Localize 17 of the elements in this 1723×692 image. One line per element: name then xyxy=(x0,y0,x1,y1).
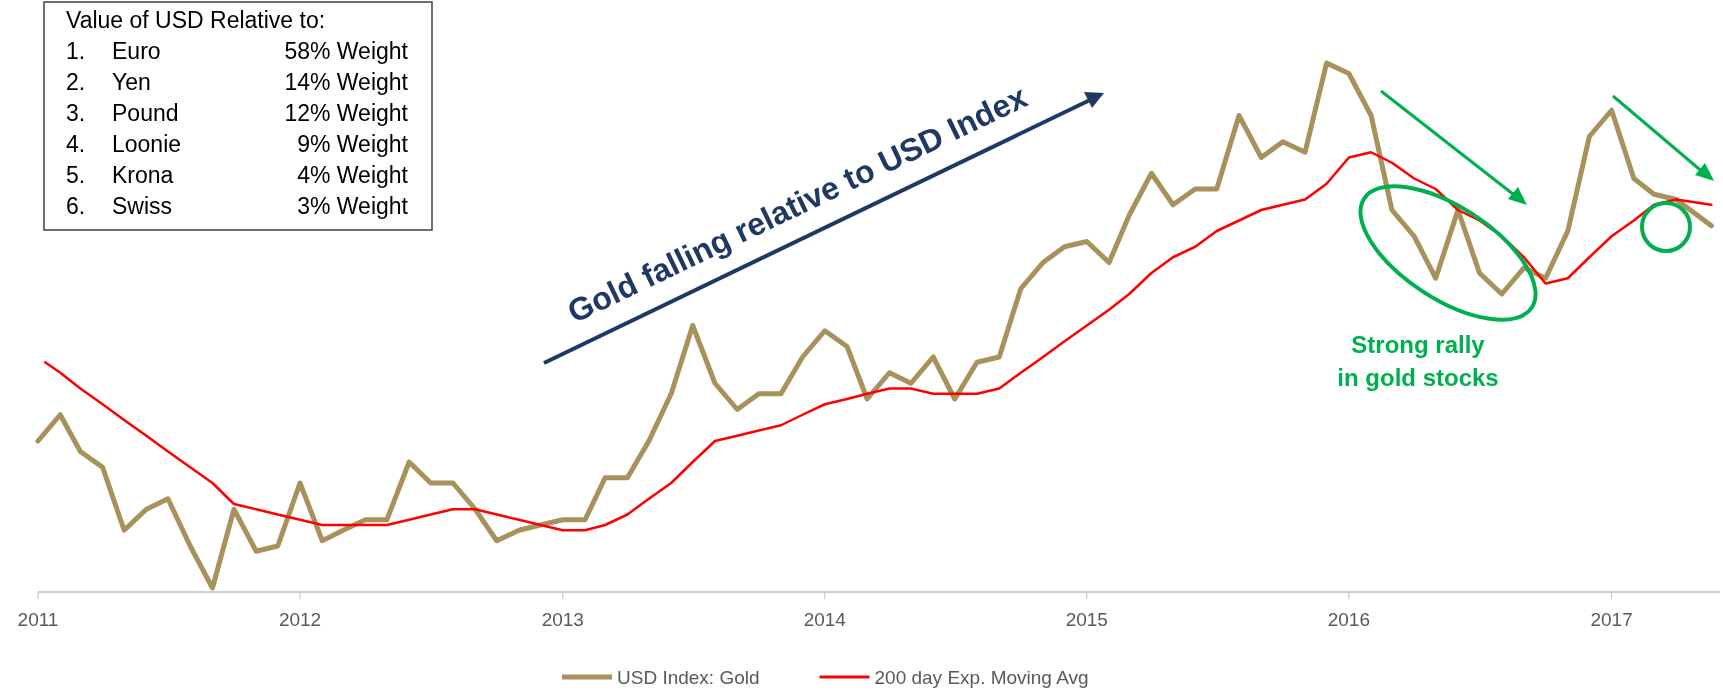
x-tick-label: 2015 xyxy=(1065,609,1108,630)
legend-label: 200 day Exp. Moving Avg xyxy=(874,667,1089,688)
x-tick-label: 2017 xyxy=(1590,609,1633,630)
x-tick-label: 2012 xyxy=(278,609,322,630)
text: 4. Loonie 9% Weight xyxy=(66,131,408,157)
text: Value of USD Relative to: xyxy=(66,7,326,33)
text: 2. Yen 14% Weight xyxy=(66,69,408,95)
x-tick-label: 2016 xyxy=(1327,609,1370,630)
text: 6. Swiss 3% Weight xyxy=(66,193,408,219)
x-tick-label: 2011 xyxy=(17,609,59,630)
x-tick-label: 2013 xyxy=(541,609,584,630)
text: 3. Pound 12% Weight xyxy=(66,100,408,126)
legend-label: USD Index: Gold xyxy=(617,667,760,688)
text: 1. Euro 58% Weight xyxy=(66,38,408,64)
text: 5. Krona 4% Weight xyxy=(66,162,408,188)
annotation: Strong rally in gold stocks xyxy=(1337,331,1499,391)
x-tick-label: 2014 xyxy=(803,609,847,630)
